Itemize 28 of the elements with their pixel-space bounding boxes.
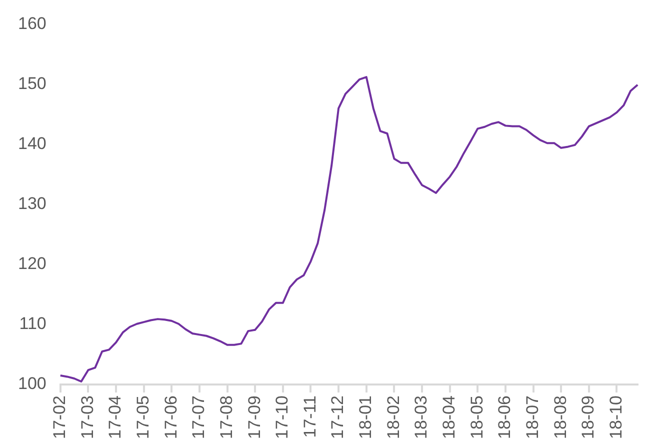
x-tick-label: 17-09 (244, 396, 264, 440)
x-tick-label: 17-06 (161, 396, 180, 440)
x-tick-label: 17-04 (106, 396, 125, 440)
y-tick-label: 140 (18, 134, 46, 153)
x-tick-label: 18-07 (522, 396, 542, 440)
x-tick-label: 18-08 (550, 396, 570, 440)
x-tick-label: 17-02 (50, 396, 70, 440)
y-tick-label: 160 (18, 14, 46, 33)
x-tick-label: 17-05 (134, 396, 153, 440)
x-tick-label: 18-04 (440, 396, 459, 440)
x-tick-label: 18-06 (495, 396, 514, 440)
x-tick-label: 18-09 (578, 396, 598, 440)
y-tick-label: 100 (18, 374, 46, 394)
x-tick-label: 17-08 (216, 396, 236, 440)
y-tick-label: 110 (19, 314, 46, 334)
x-tick-label: 18-05 (467, 396, 486, 440)
x-tick-label: 18-03 (412, 396, 431, 440)
x-tick-label: 17-12 (328, 396, 348, 440)
x-tick-label: 18-10 (606, 396, 626, 440)
x-tick-label: 17-11 (300, 396, 320, 438)
x-tick-label: 17-10 (272, 396, 292, 440)
y-tick-label: 150 (18, 74, 46, 93)
x-tick-label: 17-07 (189, 396, 208, 440)
y-tick-label: 120 (18, 254, 46, 274)
x-tick-label: 17-03 (78, 396, 97, 440)
x-tick-label: 18-02 (384, 396, 403, 440)
x-tick-label: 18-01 (356, 396, 376, 440)
y-tick-label: 130 (18, 194, 46, 214)
